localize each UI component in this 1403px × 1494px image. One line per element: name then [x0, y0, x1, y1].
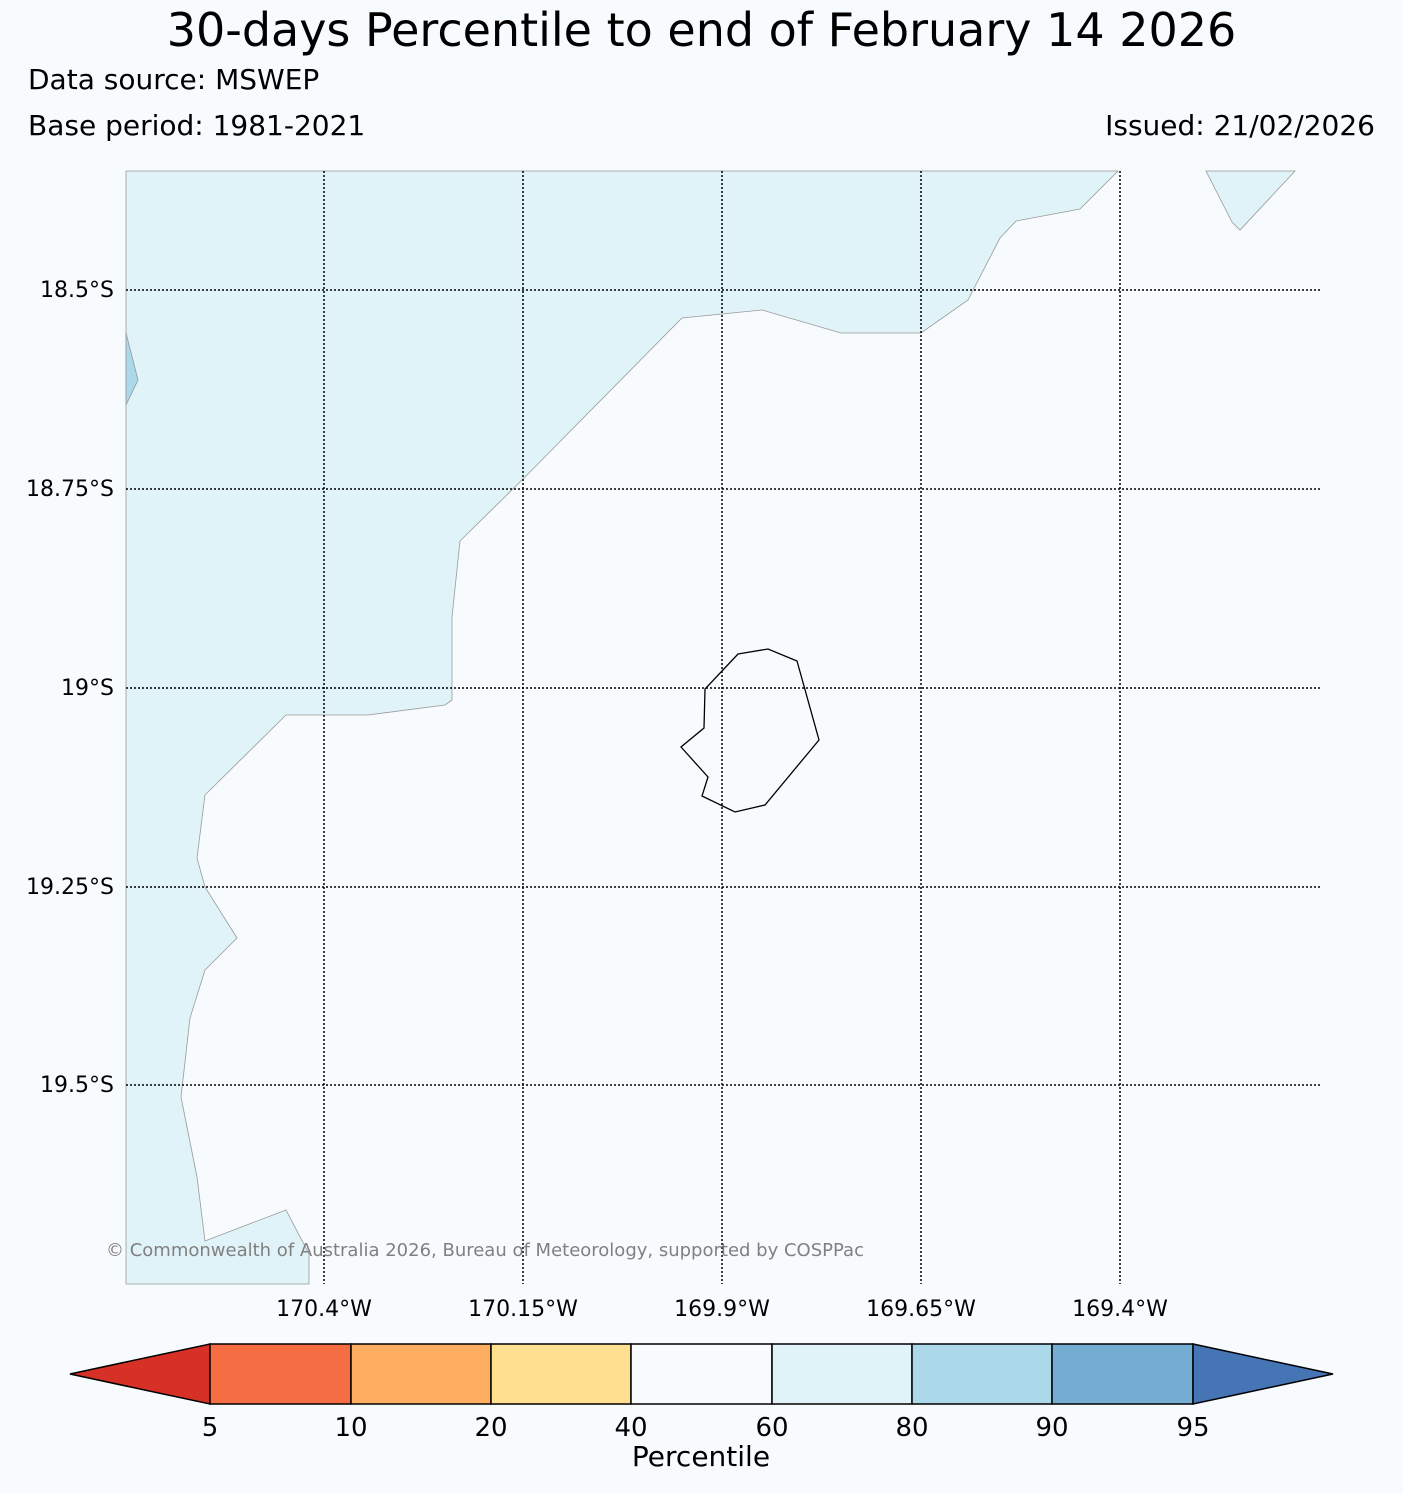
colorbar: 5 10 20 40 60 80 90 95 Percentile	[69, 1343, 1334, 1473]
colorbar-tick: 5	[202, 1413, 219, 1443]
data-source: Data source: MSWEP	[28, 63, 320, 96]
lon-label: 170.15°W	[468, 1297, 578, 1322]
percentile-60-80-region-corner	[1205, 170, 1296, 231]
colorbar-segment-below-5	[69, 1343, 211, 1405]
percentile-80-90-region	[125, 332, 139, 406]
map-title: 30-days Percentile to end of February 14…	[166, 3, 1237, 57]
latitude-labels: 18.5°S 18.75°S 19°S 19.25°S 19.5°S	[26, 278, 114, 1098]
lat-label: 18.5°S	[40, 278, 114, 303]
colorbar-tick: 10	[334, 1413, 367, 1443]
colorbar-segment-above-95	[1192, 1343, 1334, 1405]
lat-label: 19°S	[61, 676, 114, 701]
lat-label: 19.5°S	[40, 1073, 114, 1098]
percentile-60-80-region	[125, 170, 1119, 1285]
colorbar-tick: 40	[614, 1413, 647, 1443]
colorbar-segment-40-60	[630, 1343, 773, 1405]
graticule	[126, 171, 1320, 1284]
colorbar-tick: 80	[895, 1413, 928, 1443]
colorbar-segment-80-90	[911, 1343, 1053, 1405]
lon-label: 169.65°W	[866, 1297, 976, 1322]
longitude-labels: 170.4°W 170.15°W 169.9°W 169.65°W 169.4°…	[276, 1297, 1168, 1322]
colorbar-segment-90-95	[1051, 1343, 1194, 1405]
lat-label: 18.75°S	[26, 477, 114, 502]
colorbar-tick: 20	[474, 1413, 507, 1443]
colorbar-segment-60-80	[771, 1343, 913, 1405]
lon-label: 170.4°W	[276, 1297, 372, 1322]
colorbar-tick: 90	[1035, 1413, 1068, 1443]
colorbar-segment-20-40	[490, 1343, 632, 1405]
colorbar-tick: 95	[1176, 1413, 1209, 1443]
map-panel: © Commonwealth of Australia 2026, Bureau…	[106, 170, 1320, 1285]
colorbar-label: Percentile	[632, 1440, 770, 1473]
colorbar-segment-5-10	[209, 1343, 352, 1405]
lat-label: 19.25°S	[26, 875, 114, 900]
issued-date: Issued: 21/02/2026	[1105, 109, 1375, 142]
lon-label: 169.4°W	[1072, 1297, 1168, 1322]
island-coastline	[680, 648, 820, 813]
base-period: Base period: 1981-2021	[28, 109, 366, 142]
lon-label: 169.9°W	[674, 1297, 770, 1322]
colorbar-segment-10-20	[350, 1343, 492, 1405]
copyright-text: © Commonwealth of Australia 2026, Bureau…	[106, 1240, 864, 1261]
colorbar-tick: 60	[755, 1413, 788, 1443]
